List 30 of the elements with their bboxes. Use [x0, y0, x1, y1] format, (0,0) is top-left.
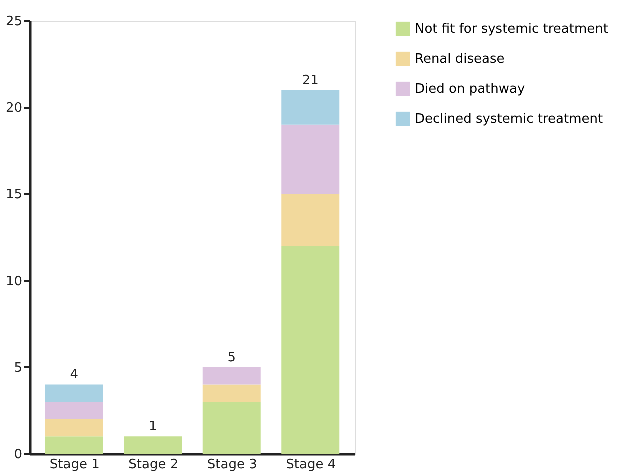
- total-label: 4: [70, 368, 79, 383]
- x-tick-label: Stage 2: [128, 458, 179, 471]
- bar: [45, 402, 104, 420]
- y-tick-label: 5: [14, 360, 22, 376]
- bar: [282, 124, 340, 194]
- y-tick-label: 10: [6, 274, 22, 290]
- bar: [124, 436, 182, 454]
- bar: [282, 194, 340, 246]
- y-tick-label: 20: [6, 101, 22, 116]
- total-label: 21: [302, 73, 319, 88]
- y-tick-label: 0: [14, 448, 22, 462]
- y-tick-label: 15: [6, 188, 22, 203]
- bar: [45, 384, 104, 402]
- bar: [45, 436, 104, 454]
- x-tick-label: Stage 1: [50, 458, 100, 471]
- bar: [282, 90, 340, 125]
- total-label: 1: [148, 420, 158, 435]
- bar: [45, 419, 104, 437]
- total-label: 5: [228, 350, 236, 366]
- bar: [282, 246, 340, 454]
- legend-label: Declined systemic treatment: [415, 112, 604, 127]
- legend-label: Died on pathway: [415, 82, 526, 97]
- y-tick-label: 25: [6, 14, 22, 30]
- legend-label: Not fit for systemic treatment: [415, 22, 608, 37]
- legend-label: Renal disease: [415, 52, 505, 67]
- bar: [202, 384, 261, 402]
- x-tick-label: Stage 3: [207, 458, 258, 471]
- bar: [202, 367, 261, 385]
- bar: [202, 402, 261, 454]
- x-tick-label: Stage 4: [286, 458, 336, 471]
